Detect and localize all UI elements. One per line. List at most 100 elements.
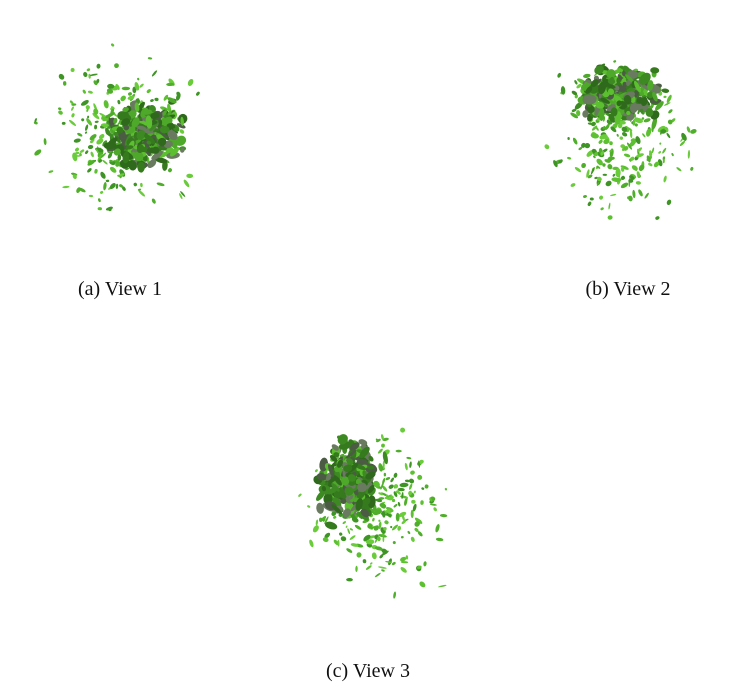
blob — [115, 183, 119, 189]
blob — [139, 83, 144, 88]
blob — [388, 484, 394, 489]
blob — [378, 521, 382, 529]
blob — [113, 117, 118, 124]
blob — [128, 160, 137, 171]
blob — [437, 584, 447, 588]
blob — [576, 110, 581, 117]
blob — [587, 174, 593, 179]
blob — [596, 158, 603, 166]
blob — [107, 137, 118, 146]
blob — [599, 195, 604, 200]
blob — [633, 80, 642, 93]
blob — [333, 452, 340, 458]
blob — [381, 443, 385, 448]
blob — [600, 151, 605, 156]
blob — [162, 110, 167, 116]
blob — [85, 150, 89, 155]
blob — [391, 524, 399, 531]
blob — [379, 554, 384, 559]
blob — [587, 201, 592, 207]
blob — [109, 183, 116, 189]
blob — [80, 100, 89, 106]
blob — [662, 156, 666, 161]
blob — [400, 567, 407, 573]
blob — [414, 521, 420, 527]
blob — [628, 158, 632, 162]
blob — [435, 537, 444, 542]
blob — [97, 153, 103, 162]
blob — [643, 118, 651, 123]
blob — [572, 137, 578, 145]
blob — [371, 552, 377, 560]
blob — [591, 148, 597, 154]
blob — [349, 442, 360, 451]
blob — [381, 548, 388, 554]
blob — [636, 147, 643, 153]
blob — [582, 110, 589, 118]
blob — [93, 80, 98, 86]
blob — [87, 159, 95, 166]
blob — [591, 121, 596, 127]
blob — [585, 86, 593, 94]
blob — [645, 108, 654, 117]
blob — [613, 60, 617, 63]
blob — [86, 68, 91, 72]
blob — [147, 159, 157, 169]
blob — [386, 512, 392, 518]
blob — [391, 561, 396, 566]
blob — [180, 191, 186, 197]
blob — [615, 168, 621, 178]
blob — [370, 525, 379, 529]
blob — [114, 63, 119, 68]
blob — [340, 536, 347, 542]
blob — [73, 138, 81, 143]
blob — [370, 485, 375, 491]
blob — [167, 97, 177, 104]
blob — [355, 498, 363, 511]
blob — [89, 73, 98, 76]
blob — [598, 139, 603, 144]
blob — [62, 81, 67, 86]
blob — [119, 176, 122, 179]
blob — [595, 101, 605, 109]
blob — [581, 142, 586, 148]
blob — [74, 151, 80, 155]
blob — [350, 543, 359, 547]
blob — [410, 470, 415, 475]
blob — [653, 161, 660, 168]
blob — [383, 527, 387, 531]
blob — [377, 448, 383, 454]
blob — [578, 147, 583, 151]
blob — [439, 513, 448, 518]
blob — [679, 140, 686, 146]
blob — [655, 101, 664, 111]
blob — [600, 207, 604, 211]
blob — [595, 126, 599, 131]
blob — [638, 189, 643, 197]
blob — [648, 152, 653, 157]
blob — [599, 134, 608, 140]
blob — [82, 89, 86, 94]
blob — [411, 499, 416, 504]
blob — [605, 123, 610, 130]
blob — [358, 439, 368, 446]
blob — [380, 434, 384, 440]
blob — [151, 198, 156, 204]
blob — [400, 561, 409, 564]
blob — [629, 129, 633, 139]
blob — [355, 513, 363, 520]
blob — [362, 559, 367, 564]
blob — [314, 469, 318, 473]
blob — [417, 474, 423, 480]
blob — [109, 166, 117, 173]
blob — [393, 491, 398, 497]
blob — [617, 123, 623, 129]
blob — [401, 520, 406, 525]
blob — [617, 74, 624, 81]
blob — [107, 83, 115, 89]
blob — [167, 103, 172, 113]
blob — [343, 464, 353, 473]
blob — [94, 120, 99, 123]
